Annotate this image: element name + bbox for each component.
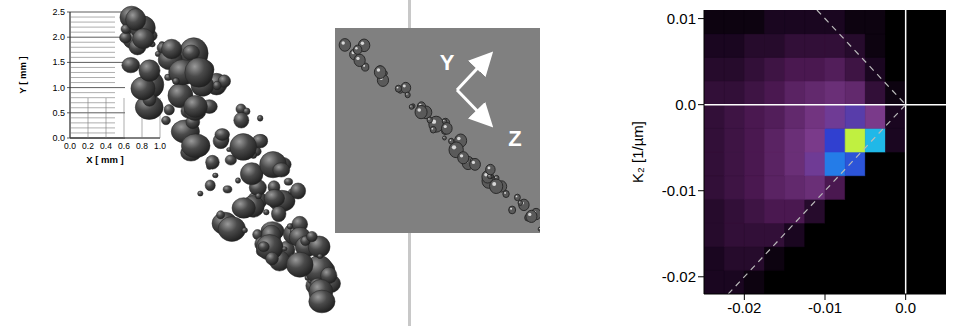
svg-text:-0.01: -0.01 xyxy=(662,182,696,199)
svg-text:0.0: 0.0 xyxy=(675,96,696,113)
svg-text:0.0: 0.0 xyxy=(895,299,916,316)
svg-text:2.5: 2.5 xyxy=(52,7,65,17)
svg-text:2.0: 2.0 xyxy=(52,32,65,42)
svg-text:X [ mm ]: X [ mm ] xyxy=(86,154,123,165)
svg-text:0.8: 0.8 xyxy=(136,141,148,151)
svg-text:0.0: 0.0 xyxy=(52,133,65,143)
svg-text:1.0: 1.0 xyxy=(154,141,166,151)
svg-text:1.0: 1.0 xyxy=(52,83,65,93)
svg-text:0.4: 0.4 xyxy=(100,141,112,151)
svg-text:Y: Y xyxy=(440,50,455,75)
svg-text:0.2: 0.2 xyxy=(82,141,94,151)
svg-text:Z: Z xyxy=(508,126,521,151)
svg-text:-0.02: -0.02 xyxy=(662,268,696,285)
svg-text:0.5: 0.5 xyxy=(52,108,65,118)
svg-text:0.6: 0.6 xyxy=(118,141,130,151)
svg-text:Y [ mm ]: Y [ mm ] xyxy=(17,56,28,93)
svg-text:-0.01: -0.01 xyxy=(808,299,842,316)
svg-text:1.5: 1.5 xyxy=(52,57,65,67)
svg-text:K₂ [1/µm]: K₂ [1/µm] xyxy=(630,121,646,183)
svg-text:0.0: 0.0 xyxy=(64,141,76,151)
svg-text:0.01: 0.01 xyxy=(667,10,696,27)
svg-text:-0.02: -0.02 xyxy=(727,299,761,316)
